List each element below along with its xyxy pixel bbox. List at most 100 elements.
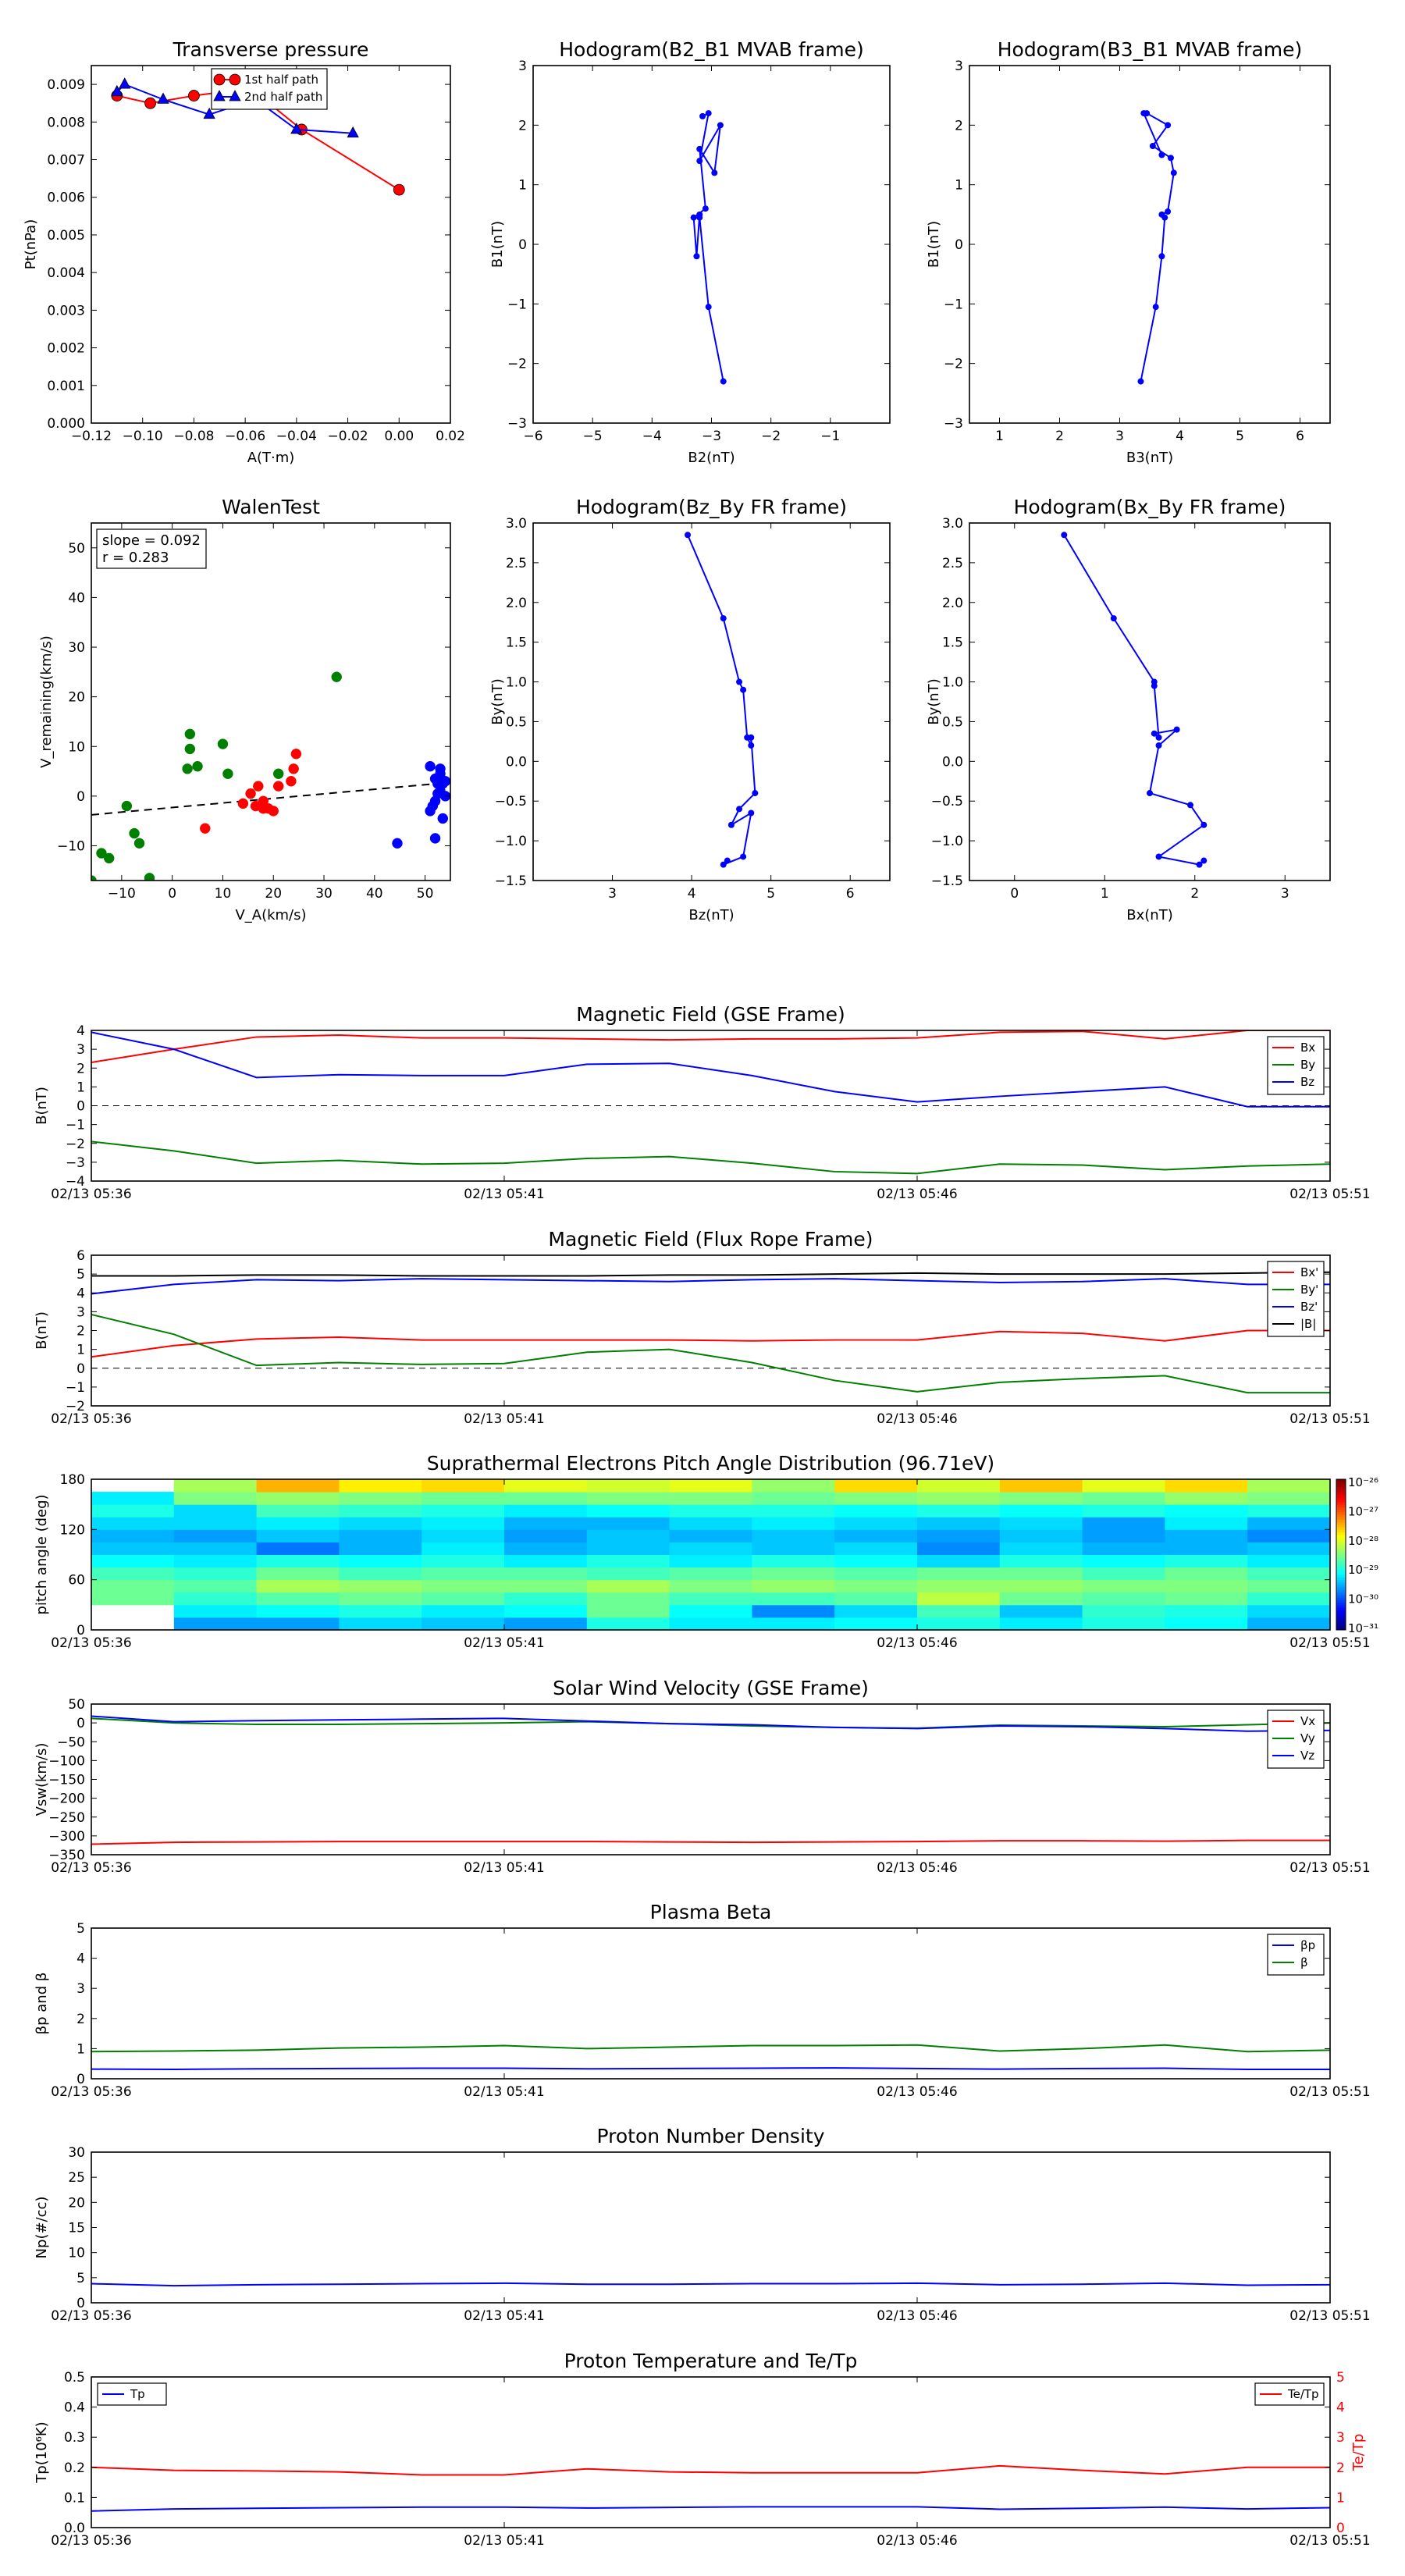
hodo2-x-label: B3(nT) — [1126, 450, 1173, 466]
x-tick-label: −2 — [761, 429, 781, 444]
pad-cell — [504, 1554, 588, 1568]
colorbar-segment — [1336, 1567, 1346, 1571]
y-tick-label: 1 — [76, 1080, 85, 1095]
hodo1-data-point — [696, 211, 703, 218]
hodo2-data-point — [1158, 151, 1165, 158]
pad-cell — [256, 1517, 340, 1530]
hodo4-data-point — [1110, 615, 1117, 622]
pad-cell — [586, 1517, 670, 1530]
hodo1-data-point — [696, 145, 703, 152]
pad-cell — [1165, 1617, 1248, 1631]
bgse-y-label: B(nT) — [34, 1087, 50, 1125]
y-tick-label: 2 — [76, 1061, 85, 1076]
x-tick-label: 4 — [688, 886, 696, 902]
colorbar-segment — [1336, 1511, 1346, 1515]
y-tick-label: −1.5 — [495, 873, 527, 889]
y-tick-label: 0 — [76, 1623, 85, 1638]
y-tick-label: 0.008 — [47, 115, 85, 130]
pt-panel: Transverse pressure−0.12 −0.10 −0.08 −0.06−… — [23, 38, 465, 466]
legend-marker — [213, 73, 226, 86]
y-tick-label: 1.0 — [942, 675, 963, 691]
walen-data-point — [217, 738, 229, 749]
x-tick-label: −10 — [108, 886, 136, 902]
x-tick-label: 3 — [1281, 886, 1289, 902]
hodo3-data-point — [752, 790, 759, 797]
x-tick-label: 02/13 05:51 — [1289, 1635, 1370, 1651]
pt-data-point — [393, 183, 405, 196]
x-tick-label: 02/13 05:36 — [51, 2533, 131, 2549]
y-tick-label: −300 — [48, 1829, 85, 1845]
pad-cell — [1247, 1517, 1331, 1530]
walen-series-group — [91, 671, 450, 881]
y-tick-label: −0.5 — [495, 794, 527, 809]
pad-cell — [1165, 1517, 1248, 1530]
pad-cell — [752, 1542, 835, 1555]
y-tick-label: −50 — [57, 1735, 85, 1750]
legend-label: By — [1300, 1058, 1315, 1072]
x-tick-label: 02/13 05:41 — [464, 2533, 544, 2549]
hodo1-data-point — [711, 169, 718, 176]
hodo3-data-point — [685, 532, 692, 539]
beta-axes-frame — [91, 1927, 1331, 2080]
hodo3-data-point — [724, 857, 731, 864]
colorbar-segment — [1336, 1602, 1346, 1606]
pad-cell — [91, 1517, 175, 1530]
pad-cell — [669, 1492, 752, 1505]
vsw-series-group — [91, 1715, 1330, 1845]
pad-cell — [256, 1504, 340, 1517]
pad-cell — [256, 1579, 340, 1593]
pad-cell — [999, 1592, 1083, 1606]
legend-label: β — [1300, 1955, 1308, 1969]
y-tick-label: 0.3 — [64, 2430, 85, 2446]
y-right-tick-label: 3 — [1336, 2430, 1345, 2446]
hodo2-data-point — [1152, 304, 1159, 311]
hodo2-series-line-0 — [1140, 112, 1175, 382]
pad-cell — [1165, 1604, 1248, 1618]
pad-cell — [917, 1554, 1001, 1568]
hodo3-axes-frame — [532, 522, 891, 881]
colorbar-segment — [1336, 1484, 1346, 1488]
pad-cell — [91, 1492, 175, 1505]
y-tick-label: 0.0 — [64, 2521, 85, 2536]
y-tick-label: 2.5 — [942, 556, 963, 571]
y-tick-label: 0.009 — [47, 77, 85, 93]
y-tick-label: 0.005 — [47, 228, 85, 244]
x-tick-label: 0 — [168, 886, 176, 902]
walen-y-label: V_remaining(km/s) — [38, 635, 55, 768]
x-tick-label: 02/13 05:36 — [51, 1635, 131, 1651]
walen-data-point — [288, 763, 299, 774]
pad-cell — [586, 1567, 670, 1581]
hodo4-title: Hodogram(Bx_By FR frame) — [1014, 496, 1286, 518]
pad-cell — [173, 1554, 258, 1568]
np-series-group — [91, 2282, 1330, 2287]
pad-cell — [834, 1504, 918, 1517]
pad-cell — [173, 1579, 258, 1593]
walen-data-point — [272, 781, 284, 792]
colorbar-segment — [1336, 1524, 1346, 1528]
colorbar-segment — [1336, 1607, 1346, 1610]
y-tick-label: 2 — [76, 2012, 85, 2027]
legend-marker — [229, 90, 241, 101]
pad-cell — [669, 1592, 752, 1606]
pt-title: Transverse pressure — [173, 38, 369, 61]
bfr-series-line-2 — [91, 1278, 1330, 1295]
x-tick-label: 0 — [1010, 886, 1019, 902]
x-tick-label: 02/13 05:41 — [464, 1860, 544, 1876]
colorbar-segment — [1336, 1519, 1346, 1523]
hodo1-data-point — [720, 378, 727, 385]
pad-cell — [422, 1617, 505, 1631]
hodo4-series-line-0 — [1063, 534, 1205, 866]
hodo1-series-line-0 — [692, 112, 724, 382]
pad-cell — [999, 1492, 1083, 1505]
pad-cell — [1247, 1542, 1331, 1555]
pad-cell — [752, 1567, 835, 1581]
y-tick-label: 15 — [68, 2221, 85, 2236]
pad-cell — [504, 1492, 588, 1505]
x-tick-label: 02/13 05:51 — [1289, 1187, 1370, 1202]
x-tick-label: 02/13 05:51 — [1289, 2533, 1370, 2549]
pad-cell — [669, 1529, 752, 1542]
pt-data-point — [111, 84, 123, 97]
vsw-legend: Vx Vy Vz — [1267, 1710, 1325, 1769]
pad-cell — [1082, 1492, 1165, 1505]
legend-label: By' — [1300, 1283, 1318, 1297]
